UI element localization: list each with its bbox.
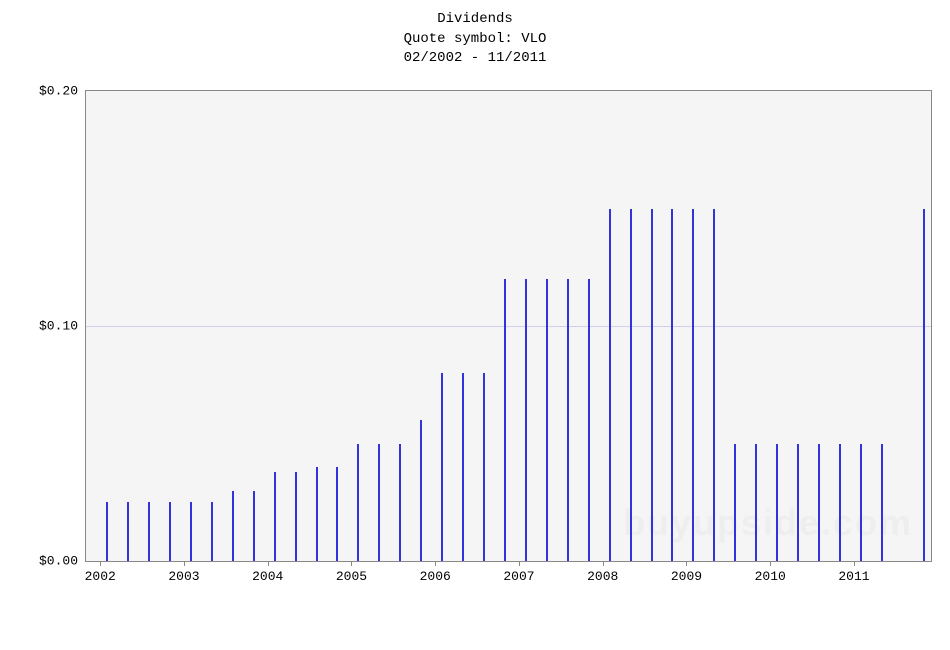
- dividend-bar: [462, 373, 464, 561]
- x-axis-tick-label: 2011: [838, 569, 869, 584]
- dividend-bar: [127, 502, 129, 561]
- dividend-bar: [190, 502, 192, 561]
- dividend-bar: [776, 444, 778, 562]
- y-axis-tick-label: $0.20: [39, 84, 78, 99]
- dividend-bar: [651, 209, 653, 562]
- y-axis-tick-label: $0.10: [39, 319, 78, 334]
- dividend-bar: [378, 444, 380, 562]
- x-axis-tick-label: 2005: [336, 569, 367, 584]
- dividend-bar: [483, 373, 485, 561]
- x-axis-tick-mark: [603, 561, 604, 566]
- dividend-bar: [525, 279, 527, 561]
- dividend-bar: [609, 209, 611, 562]
- x-axis-tick-mark: [184, 561, 185, 566]
- dividend-bar: [441, 373, 443, 561]
- x-axis-tick-label: 2008: [587, 569, 618, 584]
- y-axis-tick-label: $0.00: [39, 554, 78, 569]
- dividend-bar: [420, 420, 422, 561]
- x-axis-tick-mark: [100, 561, 101, 566]
- x-axis-tick-mark: [268, 561, 269, 566]
- x-axis-tick-mark: [686, 561, 687, 566]
- dividend-bar: [336, 467, 338, 561]
- dividend-bar: [839, 444, 841, 562]
- dividend-bar: [630, 209, 632, 562]
- dividend-bar: [755, 444, 757, 562]
- dividend-bar: [274, 472, 276, 561]
- dividend-bar: [671, 209, 673, 562]
- x-axis-tick-label: 2004: [252, 569, 283, 584]
- x-axis-tick-mark: [351, 561, 352, 566]
- dividend-bar: [148, 502, 150, 561]
- dividend-bar: [232, 491, 234, 562]
- dividend-bar: [399, 444, 401, 562]
- dividend-bar: [797, 444, 799, 562]
- dividend-bar: [692, 209, 694, 562]
- dividend-bar: [818, 444, 820, 562]
- dividend-bar: [881, 444, 883, 562]
- x-axis-tick-label: 2003: [168, 569, 199, 584]
- dividend-bar: [316, 467, 318, 561]
- chart-title-line: Quote symbol: VLO: [0, 30, 950, 50]
- dividend-bar: [357, 444, 359, 562]
- dividend-bar: [923, 209, 925, 562]
- x-axis-tick-label: 2009: [671, 569, 702, 584]
- dividend-bar: [106, 502, 108, 561]
- x-axis-tick-mark: [435, 561, 436, 566]
- dividend-bar: [588, 279, 590, 561]
- dividend-bar: [713, 209, 715, 562]
- dividend-bar: [253, 491, 255, 562]
- dividends-chart: DividendsQuote symbol: VLO02/2002 - 11/2…: [0, 0, 950, 650]
- x-axis-tick-label: 2007: [503, 569, 534, 584]
- dividend-bar: [169, 502, 171, 561]
- chart-title-line: Dividends: [0, 10, 950, 30]
- x-axis-tick-label: 2010: [755, 569, 786, 584]
- x-axis-tick-mark: [854, 561, 855, 566]
- dividend-bar: [734, 444, 736, 562]
- dividend-bar: [860, 444, 862, 562]
- dividend-bar: [546, 279, 548, 561]
- x-axis-tick-label: 2002: [85, 569, 116, 584]
- dividend-bar: [295, 472, 297, 561]
- watermark: buyupside.com: [623, 502, 913, 544]
- x-axis-tick-mark: [770, 561, 771, 566]
- dividend-bar: [567, 279, 569, 561]
- gridline: [86, 326, 931, 327]
- x-axis-tick-mark: [519, 561, 520, 566]
- dividend-bar: [211, 502, 213, 561]
- chart-title: DividendsQuote symbol: VLO02/2002 - 11/2…: [0, 10, 950, 69]
- plot-area: buyupside.com $0.00$0.10$0.2020022003200…: [85, 90, 932, 562]
- dividend-bar: [504, 279, 506, 561]
- x-axis-tick-label: 2006: [420, 569, 451, 584]
- chart-title-line: 02/2002 - 11/2011: [0, 49, 950, 69]
